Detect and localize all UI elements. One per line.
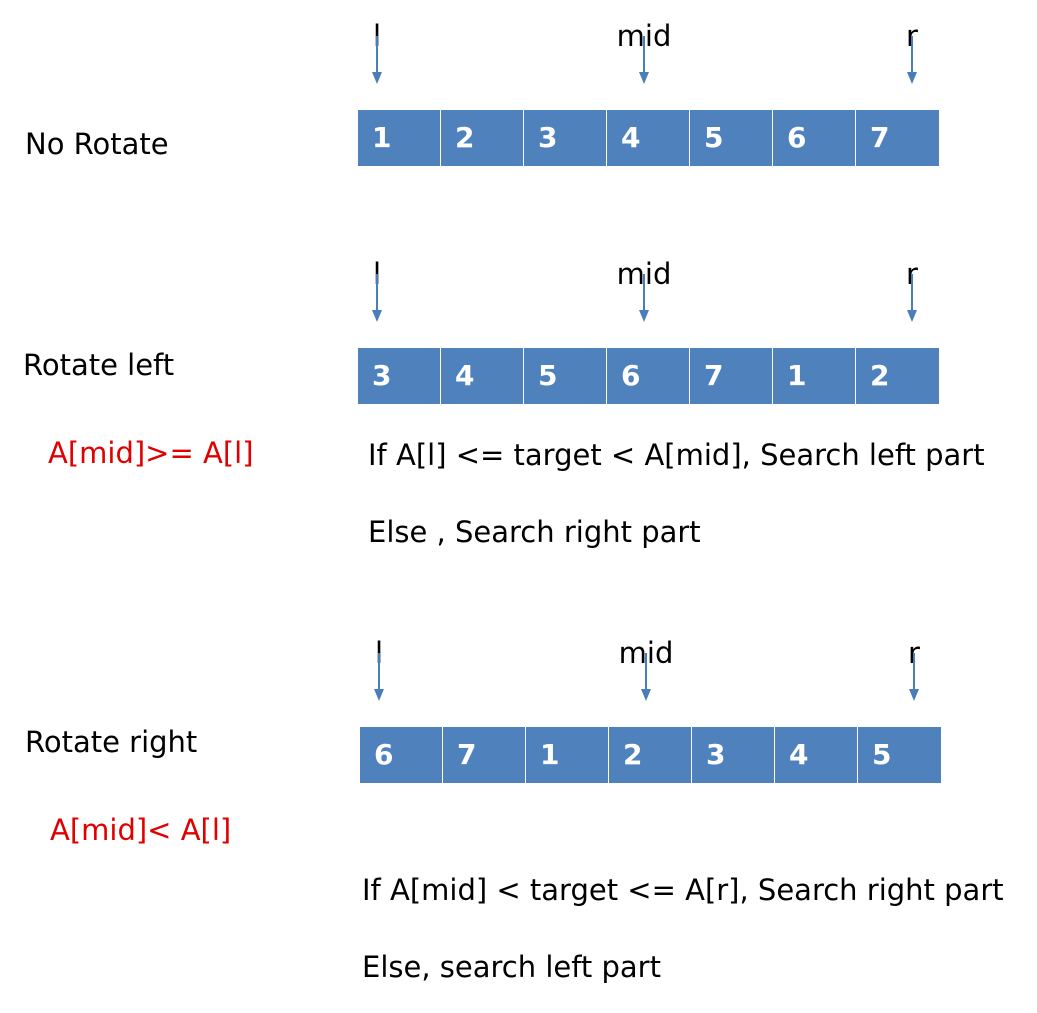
array-cell: 4: [607, 110, 690, 166]
section-rotate-right: l mid r Rotate right 6 7 1 2 3 4 5 A[mid…: [0, 617, 1037, 1013]
row-label: Rotate left: [23, 348, 175, 382]
array-cell: 1: [526, 727, 609, 783]
pointer-mid: mid: [614, 258, 674, 328]
array-cell: 3: [358, 348, 441, 404]
array-cell: 4: [441, 348, 524, 404]
pointer-mid: mid: [616, 637, 676, 707]
row-label: Rotate right: [25, 725, 198, 759]
section-no-rotate: l mid r No Rotate 1 2 3 4 5 6 7: [0, 0, 1037, 200]
array-no-rotate: 1 2 3 4 5 6 7: [358, 110, 939, 166]
rule-if: If A[l] <= target < A[mid], Search left …: [368, 438, 985, 472]
down-arrow-icon: [374, 653, 384, 701]
array-rotate-right: 6 7 1 2 3 4 5: [360, 727, 941, 783]
down-arrow-icon: [639, 274, 649, 322]
array-cell: 5: [690, 110, 773, 166]
array-cell: 7: [443, 727, 526, 783]
down-arrow-icon: [907, 274, 917, 322]
array-cell: 7: [690, 348, 773, 404]
array-cell: 6: [773, 110, 856, 166]
array-cell: 2: [856, 348, 939, 404]
pointer-l: l: [347, 258, 407, 328]
array-rotate-left: 3 4 5 6 7 1 2: [358, 348, 939, 404]
rule-if: If A[mid] < target <= A[r], Search right…: [362, 873, 1004, 907]
section-rotate-left: l mid r Rotate left 3 4 5 6 7 1 2 A[mid]…: [0, 238, 1037, 568]
condition-text: A[mid]< A[l]: [50, 813, 232, 847]
pointer-l: l: [349, 637, 409, 707]
rule-else: Else , Search right part: [368, 515, 701, 549]
pointer-r: r: [882, 20, 942, 90]
array-cell: 4: [775, 727, 858, 783]
array-cell: 6: [360, 727, 443, 783]
array-cell: 5: [524, 348, 607, 404]
array-cell: 3: [524, 110, 607, 166]
down-arrow-icon: [641, 653, 651, 701]
array-cell: 6: [607, 348, 690, 404]
pointer-l: l: [347, 20, 407, 90]
pointer-r: r: [884, 637, 944, 707]
down-arrow-icon: [907, 36, 917, 84]
down-arrow-icon: [909, 653, 919, 701]
array-cell: 2: [609, 727, 692, 783]
array-cell: 7: [856, 110, 939, 166]
array-cell: 2: [441, 110, 524, 166]
down-arrow-icon: [372, 36, 382, 84]
array-cell: 1: [358, 110, 441, 166]
pointer-r: r: [882, 258, 942, 328]
row-label: No Rotate: [25, 127, 169, 161]
down-arrow-icon: [639, 36, 649, 84]
array-cell: 5: [858, 727, 941, 783]
condition-text: A[mid]>= A[l]: [48, 436, 254, 470]
array-cell: 1: [773, 348, 856, 404]
rule-else: Else, search left part: [362, 950, 661, 984]
down-arrow-icon: [372, 274, 382, 322]
pointer-mid: mid: [614, 20, 674, 90]
array-cell: 3: [692, 727, 775, 783]
